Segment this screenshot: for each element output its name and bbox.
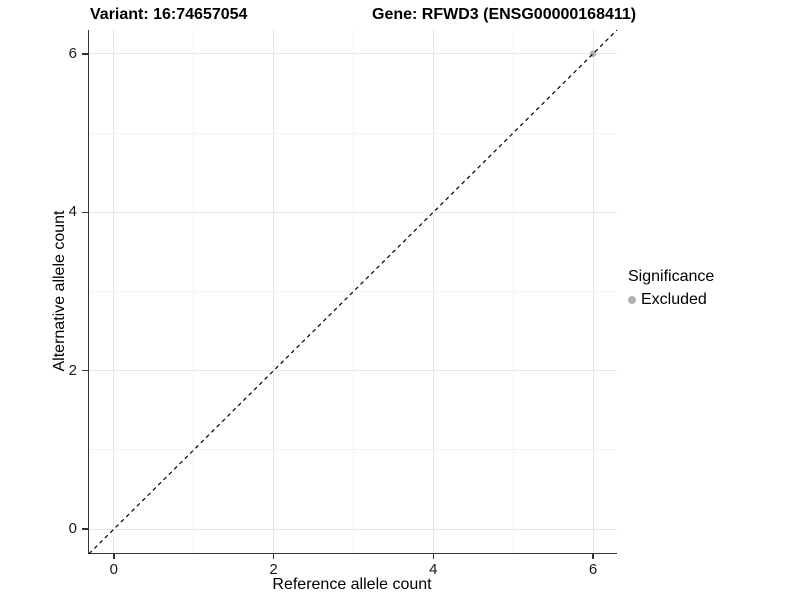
legend-item-excluded: Excluded — [628, 290, 714, 310]
plot-title-variant: Variant: 16:74657054 — [90, 6, 248, 23]
y-tick-label: 2 — [68, 361, 77, 379]
x-tick-mark — [113, 553, 115, 559]
y-tick-mark — [81, 528, 88, 530]
x-tick-mark — [272, 553, 275, 559]
legend-item-label: Excluded — [641, 291, 707, 308]
y-tick-label: 6 — [68, 44, 77, 62]
y-tick-mark — [81, 369, 88, 372]
x-tick-label: 2 — [269, 561, 278, 578]
legend: Significance Excluded — [628, 267, 714, 310]
x-minor-gridline — [352, 30, 354, 553]
plot-title-gene: Gene: RFWD3 (ENSG00000168411) — [372, 6, 637, 23]
x-tick-mark — [592, 553, 594, 559]
x-tick-label: 4 — [429, 561, 438, 578]
plot-overlay — [88, 29, 618, 555]
legend-point-icon — [628, 296, 636, 304]
x-tick-mark — [432, 553, 435, 559]
y-tick-label: 4 — [68, 203, 77, 221]
x-minor-gridline — [512, 30, 514, 553]
x-minor-gridline — [193, 30, 195, 553]
legend-title: Significance — [628, 268, 715, 285]
plot-panel: 6 4 2 0 6 4 2 0 — [69, 29, 618, 578]
x-axis-title: Reference allele count — [272, 576, 432, 593]
y-axis-title: Alternative allele count — [51, 210, 68, 372]
y-tick-label: 0 — [68, 520, 77, 538]
x-tick-label: 6 — [588, 561, 598, 578]
y-tick-mark — [81, 211, 88, 213]
y-tick-mark — [81, 53, 88, 55]
identity-line — [88, 29, 618, 555]
x-tick-label: 0 — [109, 561, 118, 578]
